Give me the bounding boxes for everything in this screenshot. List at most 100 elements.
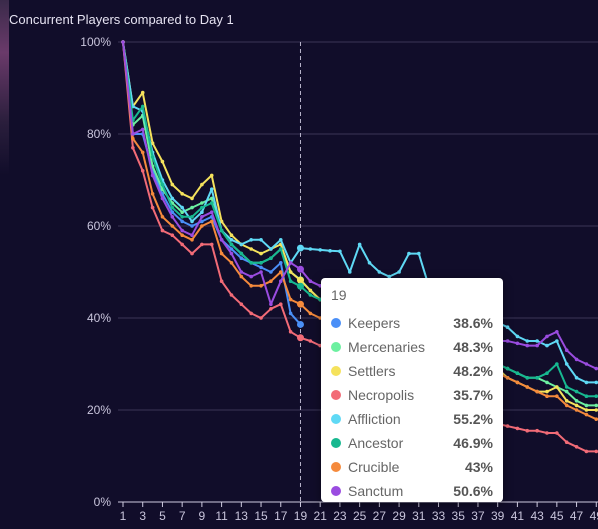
data-point (160, 196, 165, 201)
data-point (209, 210, 214, 214)
data-point (209, 201, 214, 205)
data-point (170, 233, 175, 237)
y-tick-label: 40% (87, 311, 111, 325)
y-tick-label: 100% (80, 35, 111, 49)
data-point (564, 362, 569, 366)
data-point (190, 219, 194, 224)
x-tick-label: 13 (235, 509, 249, 523)
data-point (140, 127, 145, 132)
data-point (594, 380, 598, 385)
background-art-edge (0, 0, 9, 175)
data-point (209, 219, 214, 224)
tooltip-row: Affliction 55.2% (331, 407, 493, 431)
data-point (564, 389, 569, 394)
data-point (160, 228, 165, 233)
data-point (594, 417, 598, 421)
x-tick-label: 49 (590, 509, 598, 523)
data-point (545, 343, 549, 348)
data-point (269, 279, 273, 284)
data-point (278, 238, 283, 242)
data-point (574, 403, 579, 408)
series-color-dot (331, 342, 341, 352)
tooltip-row: Mercenaries 48.3% (331, 335, 493, 359)
data-point (584, 394, 589, 399)
data-point (269, 302, 273, 307)
data-point (278, 302, 283, 307)
data-point (574, 357, 579, 362)
tooltip-series-name: Settlers (348, 363, 396, 379)
data-point (584, 412, 589, 417)
data-point (574, 408, 579, 412)
tooltip-header: 19 (331, 287, 347, 303)
data-point (229, 233, 234, 237)
x-tick-label: 15 (254, 509, 268, 523)
data-point (338, 249, 342, 254)
data-point (239, 302, 244, 307)
data-point (525, 339, 530, 343)
data-point (505, 376, 510, 380)
data-point (140, 90, 145, 95)
data-point (259, 316, 263, 320)
x-tick-label: 1 (120, 509, 127, 523)
data-point (574, 376, 579, 380)
tooltip-series-value: 46.9% (453, 435, 493, 451)
data-point (367, 261, 372, 265)
data-point (525, 385, 530, 389)
data-point (594, 394, 598, 398)
tooltip-row: Keepers 38.6% (331, 311, 493, 335)
tooltip-series-name: Sanctum (348, 483, 404, 499)
data-point (160, 215, 165, 219)
data-point (140, 104, 145, 109)
data-point (200, 205, 204, 210)
data-point (219, 251, 224, 256)
data-point (170, 215, 175, 219)
data-point (545, 389, 549, 394)
data-point (121, 40, 125, 44)
data-point (535, 389, 539, 394)
data-point (229, 238, 234, 242)
data-point (584, 403, 589, 408)
data-point (200, 210, 204, 214)
data-point (229, 247, 234, 251)
data-point (170, 205, 175, 210)
data-point (288, 297, 293, 302)
tooltip-series-value: 35.7% (453, 387, 493, 403)
data-point (170, 224, 175, 228)
x-tick-label: 29 (392, 509, 406, 523)
data-point (555, 385, 559, 389)
data-point (555, 394, 559, 399)
x-tick-label: 39 (491, 509, 505, 523)
data-point (209, 242, 214, 247)
data-point (584, 362, 589, 366)
tooltip-row: Settlers 48.2% (331, 359, 493, 383)
data-point (525, 376, 530, 380)
data-point (180, 210, 184, 214)
data-point (278, 247, 283, 251)
x-tick-label: 41 (511, 509, 525, 523)
series-color-dot (331, 438, 341, 448)
data-point (525, 343, 530, 348)
data-point (160, 159, 165, 164)
data-point (259, 251, 263, 256)
data-point (555, 330, 559, 334)
y-tick-label: 20% (87, 403, 111, 417)
tooltip-series-value: 43% (464, 459, 493, 475)
tooltip-series-name: Keepers (348, 315, 401, 331)
data-point (239, 270, 244, 274)
tooltip-series-value: 38.6% (453, 315, 493, 331)
hover-point (296, 265, 304, 273)
data-point (190, 196, 194, 201)
data-point (190, 215, 194, 219)
data-point (140, 169, 145, 173)
data-point (564, 385, 569, 389)
tooltip-series-name: Mercenaries (348, 339, 426, 355)
data-point (545, 394, 549, 399)
x-tick-label: 31 (412, 509, 426, 523)
x-tick-label: 21 (314, 509, 328, 523)
data-point (180, 205, 184, 210)
data-point (219, 219, 224, 224)
data-point (180, 242, 184, 247)
hover-point (296, 334, 304, 342)
data-point (377, 270, 382, 274)
